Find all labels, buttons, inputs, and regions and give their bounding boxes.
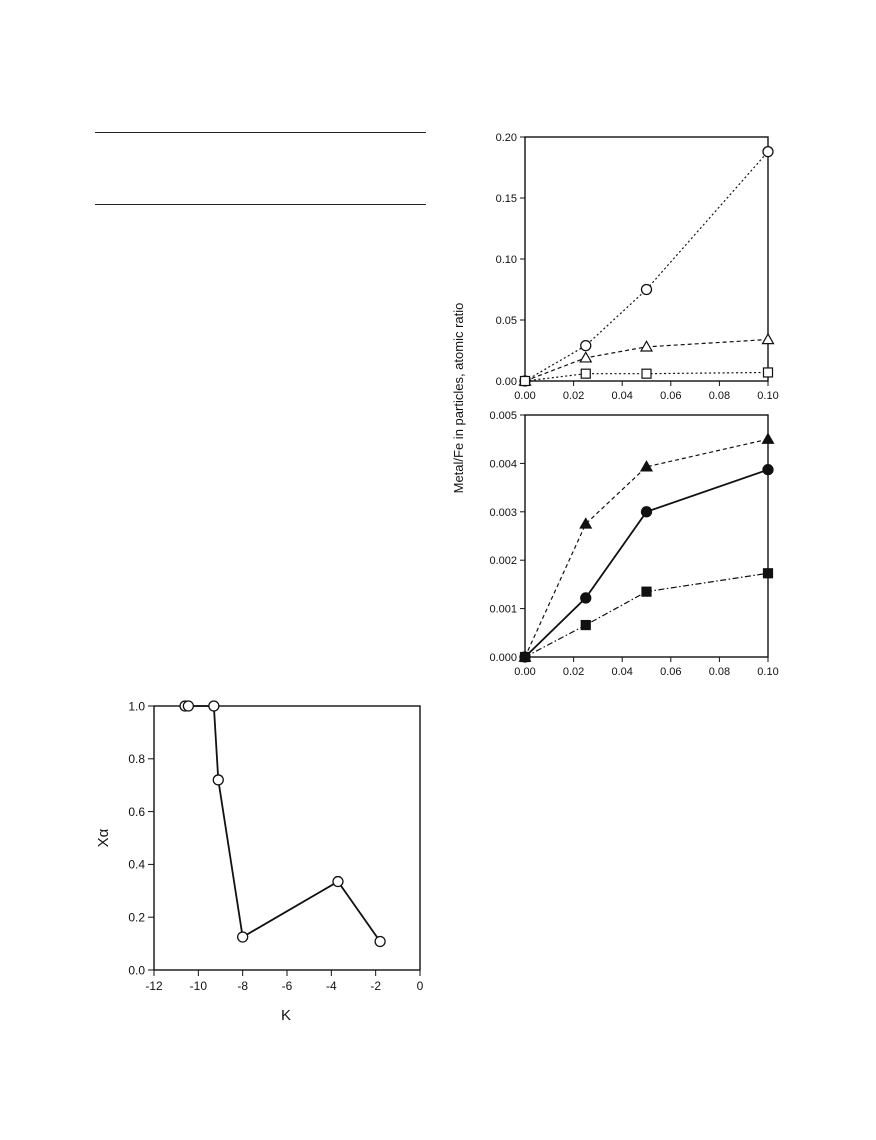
bottom-y-tick-label: 0.000: [489, 652, 517, 664]
bottom-y-tick-label: 0.002: [489, 555, 517, 567]
k-plot-series-1-line: [185, 705, 381, 943]
top-series-2-point: [761, 332, 775, 345]
k-plot-plot-frame: [153, 705, 421, 971]
bottom-series-2-line: [524, 468, 769, 658]
k-plot-y-axis-label: Xα: [95, 828, 112, 847]
bottom-x-tick-label: 0.06: [660, 666, 681, 678]
bottom-y-tick-label: 0.001: [489, 604, 517, 616]
k-plot-x-tick-label: -2: [370, 979, 381, 993]
top-x-tick-label: 0.02: [563, 390, 584, 402]
top-series-3-point: [762, 367, 774, 378]
k-plot-series-1-point: [237, 931, 249, 943]
bottom-series-1-point: [761, 432, 775, 444]
top-series-3-point: [641, 368, 652, 379]
top-y-tick-label: 0.10: [496, 254, 517, 266]
k-plot-series-1-point: [212, 774, 224, 786]
bottom-series-2-point: [580, 592, 592, 604]
top-series-1-point: [640, 283, 653, 296]
top-series-2-point: [579, 351, 593, 363]
top-y-tick-label: 0.20: [496, 132, 517, 144]
k-plot-y-tick-label: 0.8: [128, 752, 145, 766]
bottom-series-3-point: [580, 619, 591, 631]
shared-y-axis-label: Metal/Fe in particles, atomic ratio: [451, 303, 466, 494]
k-plot-series-1-point: [182, 700, 195, 712]
table-rule-bottom: [95, 204, 426, 205]
top-y-tick-label: 0.00: [496, 376, 517, 388]
k-plot-y-tick-label: 0.2: [128, 911, 145, 925]
top-series-1-point: [580, 339, 592, 352]
bottom-series-3-point: [762, 568, 774, 579]
k-plot-x-tick-label: -8: [237, 979, 248, 993]
top-x-tick-label: 0.00: [514, 390, 535, 402]
bottom-x-tick-label: 0.02: [563, 666, 584, 678]
bottom-y-tick-label: 0.005: [489, 410, 517, 422]
bottom-series-2-point: [640, 506, 653, 518]
k-plot-y-tick-label: 0.6: [128, 805, 145, 819]
top-series-2-point: [639, 340, 654, 352]
bottom-series-3-point: [641, 586, 652, 597]
bottom-series-1-point: [639, 460, 654, 472]
bottom-x-tick-label: 0.08: [709, 666, 730, 678]
top-y-tick-label: 0.15: [496, 193, 517, 205]
top-x-tick-label: 0.04: [611, 390, 632, 402]
bottom-series-3-point: [519, 651, 531, 663]
top-series-1-line: [524, 151, 769, 382]
k-plot-series-1-point: [208, 700, 220, 712]
top-y-tick-label: 0.05: [496, 315, 517, 327]
k-plot-x-tick-label: -10: [190, 979, 208, 993]
table-rule-top: [95, 132, 426, 133]
bottom-series-2-point: [762, 464, 774, 476]
bottom-plot-frame: [524, 414, 769, 658]
bottom-series-1-line: [524, 438, 769, 658]
top-x-tick-label: 0.06: [660, 390, 681, 402]
k-plot-y-tick-label: 0.0: [128, 963, 145, 977]
bottom-series-3-line: [524, 572, 769, 658]
bottom-y-tick-label: 0.004: [489, 458, 517, 470]
k-plot-series-1-point: [374, 935, 386, 948]
bottom-x-tick-label: 0.00: [514, 666, 535, 678]
k-plot-series-1-point: [332, 875, 344, 888]
top-x-tick-label: 0.10: [757, 390, 778, 402]
top-series-3-point: [580, 368, 591, 379]
k-plot-y-tick-label: 0.4: [128, 858, 145, 872]
k-plot-x-axis-label: K: [281, 1007, 291, 1024]
top-x-tick-label: 0.08: [709, 390, 730, 402]
top-series-3-line: [524, 371, 769, 382]
bottom-x-tick-label: 0.10: [757, 666, 778, 678]
k-plot-x-tick-label: -4: [326, 979, 337, 993]
k-plot-x-tick-label: -12: [145, 979, 163, 993]
top-series-3-point: [519, 375, 531, 387]
k-plot-x-tick-label: -6: [282, 979, 293, 993]
k-plot-x-tick-label: 0: [417, 979, 424, 993]
k-plot-y-tick-label: 1.0: [128, 699, 145, 713]
bottom-y-tick-label: 0.003: [489, 507, 517, 519]
bottom-x-tick-label: 0.04: [611, 666, 632, 678]
bottom-series-1-point: [579, 517, 593, 529]
top-series-1-point: [762, 145, 774, 158]
